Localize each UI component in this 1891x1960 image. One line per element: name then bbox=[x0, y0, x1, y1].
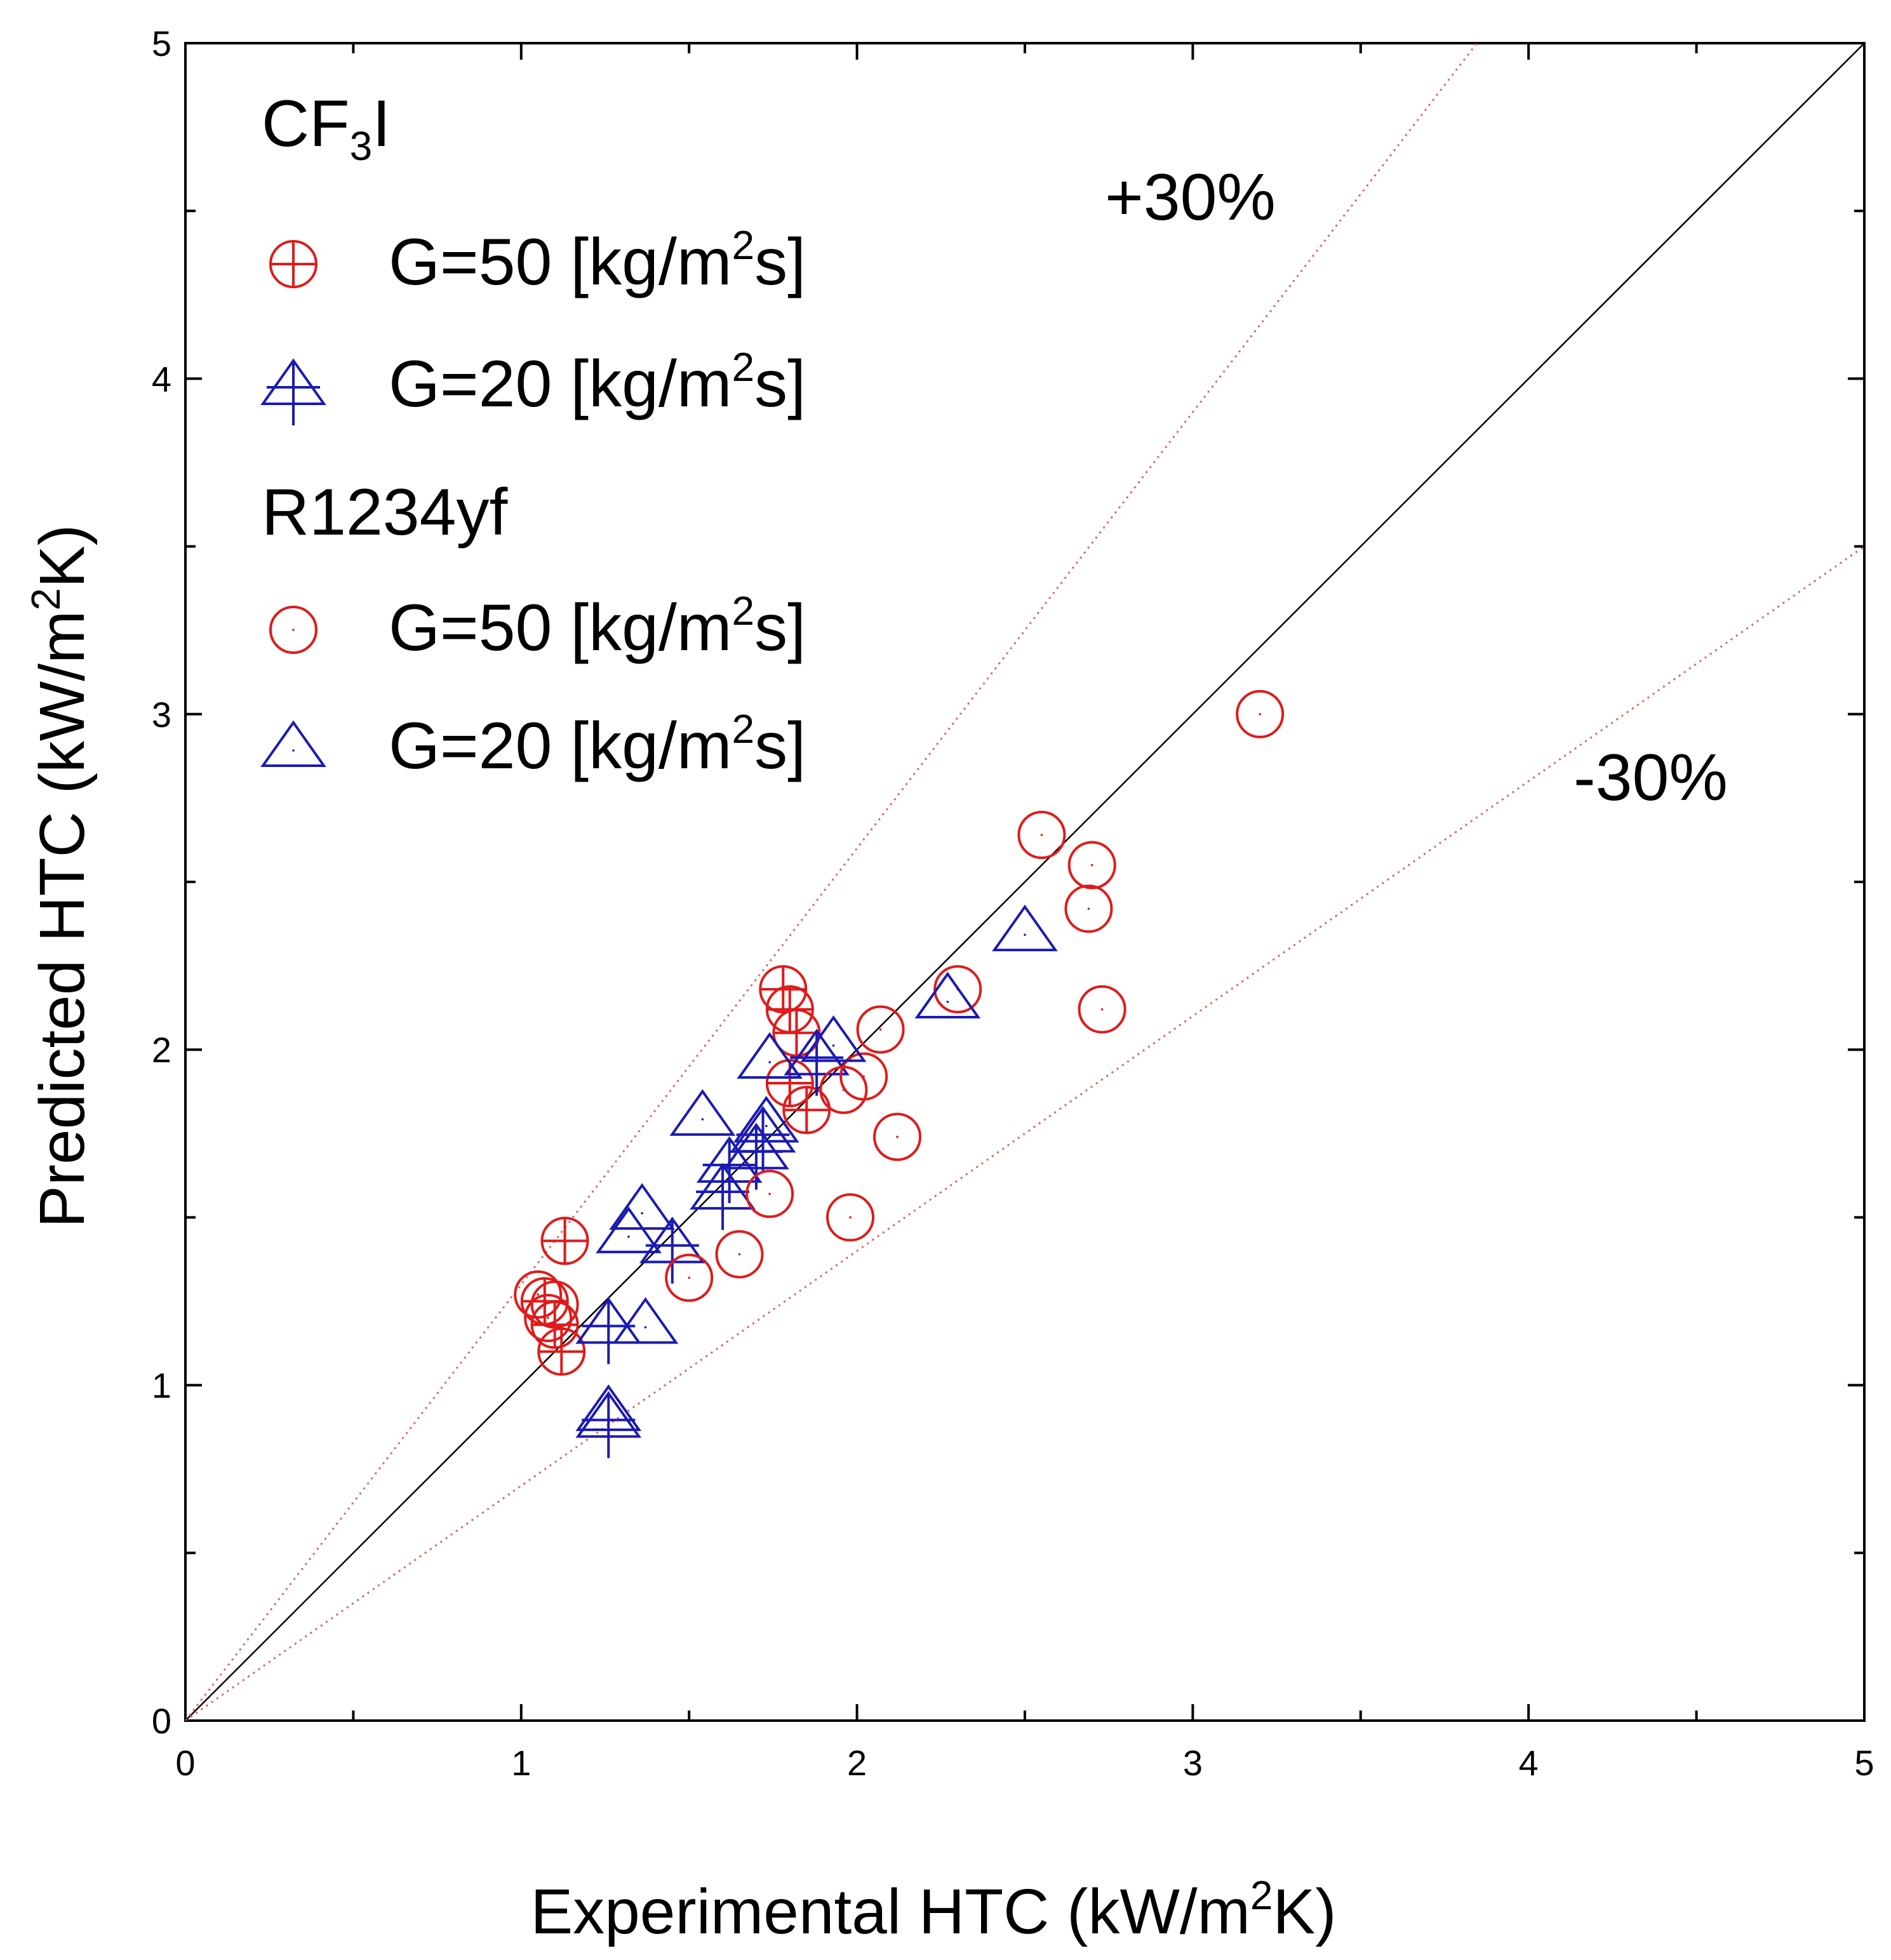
x-tick-label: 5 bbox=[1854, 1743, 1874, 1783]
data-point-triangle bbox=[800, 1015, 867, 1062]
legend-symbol-crossed-circle bbox=[269, 240, 317, 288]
data-point-circle bbox=[1078, 985, 1126, 1034]
legend-marker-r1234yf-g20 bbox=[260, 720, 326, 767]
y-tick-label: 5 bbox=[152, 23, 171, 63]
legend-entry-r1234yf-g50: G=50 [kg/m2s] bbox=[269, 588, 806, 665]
y-tick-label: 2 bbox=[152, 1030, 171, 1070]
legend-label-cf3i-g20: G=20 [kg/m2s] bbox=[389, 344, 806, 421]
legend-label-r1234yf-g50: G=50 [kg/m2s] bbox=[389, 588, 806, 665]
legend-label-r1234yf-g20: G=20 [kg/m2s] bbox=[389, 706, 806, 783]
y-axis-title: Predicted HTC (kW/m2K) bbox=[23, 524, 98, 1228]
legend-group-cf3i: CF3I bbox=[262, 87, 391, 169]
data-point-crossed-circle bbox=[540, 1217, 589, 1265]
data-point-circle bbox=[1236, 690, 1285, 738]
data-point-triangle bbox=[914, 971, 981, 1018]
data-point-triangle bbox=[596, 1206, 662, 1253]
data-point-triangle bbox=[669, 1089, 736, 1136]
data-point-circle bbox=[856, 1005, 905, 1054]
data-point-triangle bbox=[612, 1297, 679, 1344]
data-points bbox=[514, 690, 1285, 1458]
legend-marker-r1234yf-g50 bbox=[269, 606, 317, 654]
data-point-triangle bbox=[737, 1032, 803, 1079]
data-point-circle bbox=[745, 1170, 794, 1218]
legend-marker-cf3i-g50 bbox=[269, 240, 317, 288]
data-point-triangle bbox=[733, 1095, 799, 1143]
data-point-crossed-triangle bbox=[575, 1390, 642, 1458]
legend-symbol-crossed-triangle bbox=[260, 358, 326, 425]
legend-marker-cf3i-g20 bbox=[260, 358, 326, 425]
y-tick-label: 4 bbox=[152, 359, 171, 399]
data-point-crossed-triangle bbox=[575, 1297, 642, 1364]
x-tick-label: 0 bbox=[175, 1743, 195, 1783]
reference-lines bbox=[185, 43, 1864, 1721]
legend-entry-r1234yf-g20: G=20 [kg/m2s] bbox=[260, 706, 806, 783]
reference-line-parity bbox=[185, 43, 1864, 1721]
legend-label-cf3i-g50: G=50 [kg/m2s] bbox=[389, 222, 806, 299]
axis-ticks: 00 1 1 2 2 3 3 4 4 5 5 bbox=[152, 23, 1874, 1783]
data-point-crossed-triangle bbox=[690, 1163, 756, 1230]
data-point-circle bbox=[524, 1293, 573, 1342]
data-point-circle bbox=[514, 1270, 563, 1319]
legend-entry-cf3i-g50: G=50 [kg/m2s] bbox=[269, 222, 806, 299]
data-point-crossed-triangle bbox=[696, 1136, 763, 1203]
data-point-triangle bbox=[575, 1384, 642, 1431]
data-point-circle bbox=[530, 1280, 579, 1329]
data-point-circle bbox=[826, 1193, 875, 1242]
x-tick-label: 3 bbox=[1183, 1743, 1203, 1783]
y-tick-label: 1 bbox=[152, 1366, 171, 1406]
legend-symbol-circle bbox=[269, 606, 317, 654]
x-tick-label: 2 bbox=[847, 1743, 867, 1783]
legend: CF3I G=50 [kg/m2s] G=20 [kg/m2s] R1234yf… bbox=[260, 87, 806, 783]
data-point-triangle bbox=[992, 904, 1058, 952]
x-tick-label: 1 bbox=[511, 1743, 531, 1783]
data-point-circle bbox=[1017, 811, 1066, 860]
data-point-circle bbox=[819, 1065, 868, 1114]
legend-group-r1234yf: R1234yf bbox=[262, 476, 508, 549]
data-point-circle bbox=[665, 1253, 714, 1302]
y-tick-label: 0 bbox=[152, 1701, 171, 1741]
y-tick-label: 3 bbox=[152, 695, 171, 735]
minus-30-annotation: -30% bbox=[1574, 741, 1728, 815]
data-point-circle bbox=[1067, 841, 1116, 890]
plus-30-annotation: +30% bbox=[1105, 161, 1276, 234]
data-point-crossed-circle bbox=[782, 1086, 831, 1135]
data-point-circle bbox=[873, 1112, 922, 1161]
reference-line-plus30 bbox=[185, 43, 1478, 1721]
x-tick-label: 4 bbox=[1519, 1743, 1539, 1783]
legend-symbol-triangle bbox=[260, 720, 326, 767]
x-axis-title: Experimental HTC (kW/m2K) bbox=[530, 1872, 1336, 1947]
data-point-circle bbox=[1064, 884, 1113, 933]
data-point-circle bbox=[715, 1230, 764, 1279]
legend-entry-cf3i-g20: G=20 [kg/m2s] bbox=[260, 344, 806, 425]
